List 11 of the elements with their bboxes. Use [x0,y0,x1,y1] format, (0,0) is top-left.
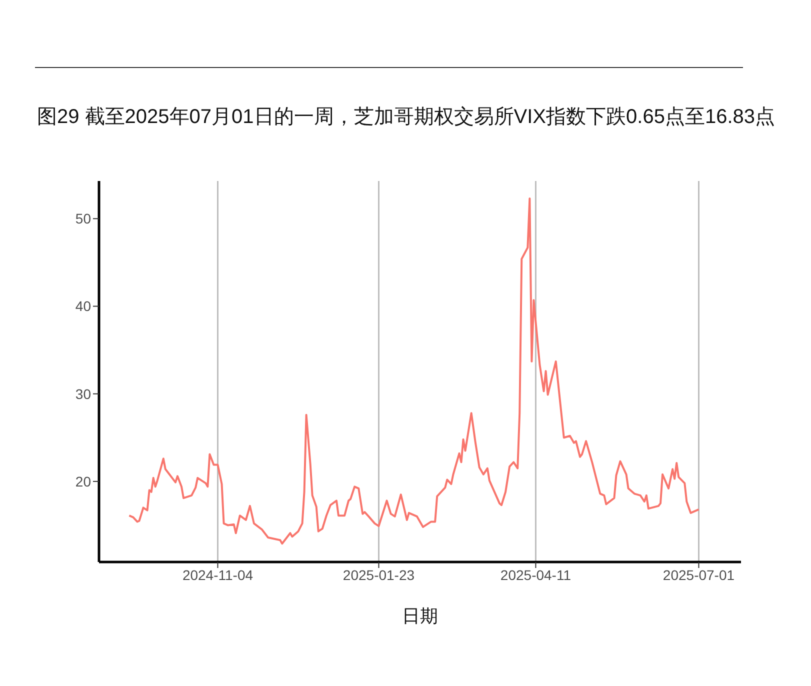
line-series [128,198,700,545]
x-axis-title: 日期 [402,606,438,626]
x-tick-label: 2025-01-23 [342,566,415,583]
x-tick-label: 2025-04-11 [500,566,572,583]
y-tick-label: 40 [75,298,92,314]
y-tick-label: 30 [75,386,92,402]
x-tick-label: 2025-07-01 [662,566,735,583]
y-tick-label: 20 [75,473,92,490]
chart-title: 图29 截至2025年07月01日的一周，芝加哥期权交易所VIX指数下跌0.65点至16.83点 [37,105,776,130]
x-tick-label: 2024-11-04 [182,566,254,583]
y-tick-label: 50 [75,210,92,227]
